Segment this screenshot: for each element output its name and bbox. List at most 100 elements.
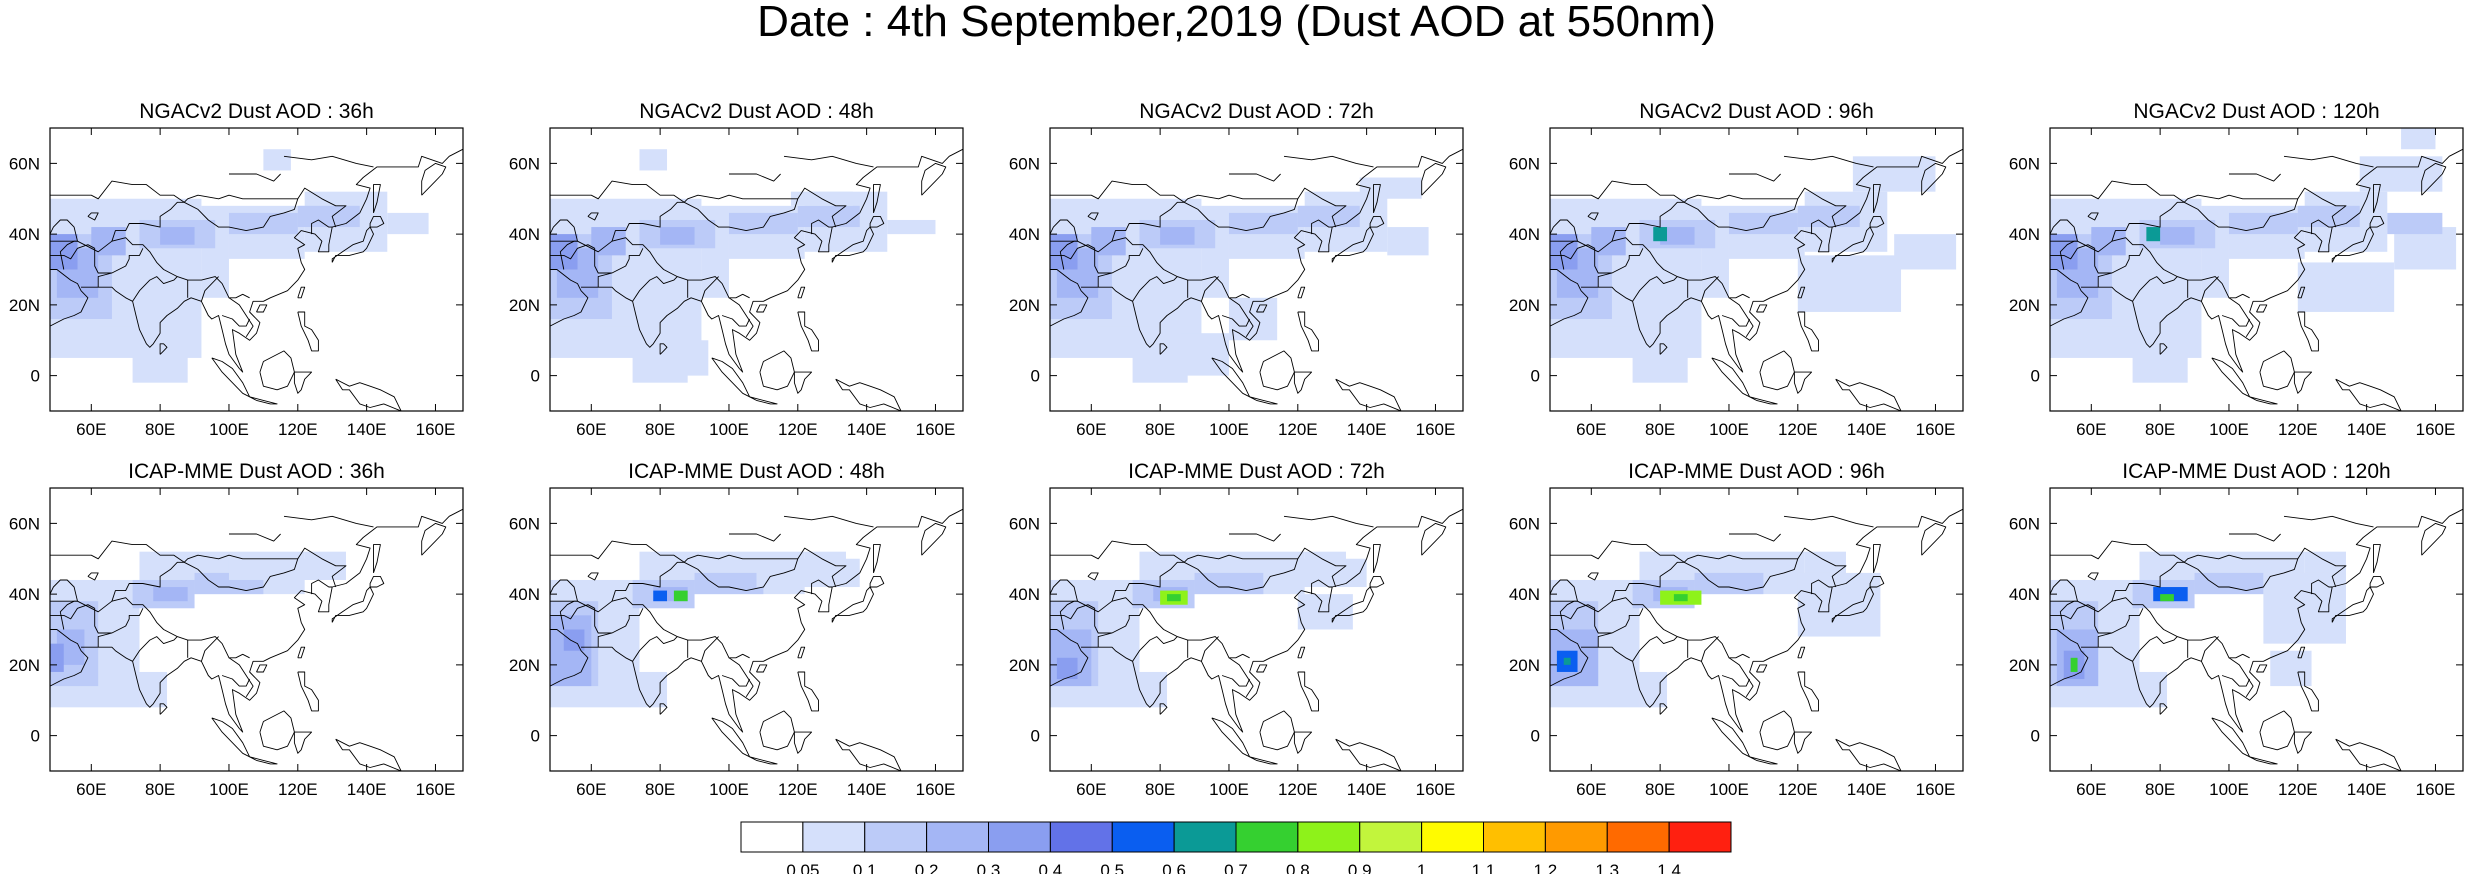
coastline xyxy=(1550,629,1589,687)
coastline xyxy=(729,173,781,182)
map-panel: ICAP-MME Dust AOD : 96h 60E 80E 100E 120E 140… xyxy=(1509,460,1964,799)
coastline xyxy=(1729,533,1781,542)
colorbar-label: 0.9 xyxy=(1348,861,1372,874)
y-tick-label: 0 xyxy=(31,367,40,386)
x-tick-label: 80E xyxy=(2145,420,2175,439)
coastline xyxy=(1797,286,1806,299)
dust-cell xyxy=(1167,594,1181,602)
coastline xyxy=(1835,378,1902,411)
coastline xyxy=(1587,212,1599,221)
coastline xyxy=(2311,579,2333,595)
dust-cell xyxy=(91,227,126,256)
coastline xyxy=(228,297,254,337)
dust-cell xyxy=(228,212,298,235)
panel-title: NGACv2 Dust AOD : 36h xyxy=(139,100,374,123)
coastline xyxy=(2132,636,2178,662)
y-tick-label: 40N xyxy=(509,225,540,244)
coastline xyxy=(1921,522,1947,556)
dust-cell xyxy=(50,234,78,270)
coastline xyxy=(721,315,751,327)
coastline xyxy=(1297,187,1347,228)
coastline xyxy=(683,554,799,592)
coastline xyxy=(283,515,374,528)
coastline xyxy=(797,547,847,588)
coastline xyxy=(1200,276,1219,302)
colorbar-segment xyxy=(802,821,866,853)
dust-field xyxy=(50,149,429,383)
coastline xyxy=(1597,272,1613,288)
x-tick-label: 80E xyxy=(1145,420,1175,439)
colorbar-segment xyxy=(1544,821,1608,853)
dust-cell xyxy=(1056,657,1078,680)
coastline xyxy=(2081,148,2463,373)
coastline xyxy=(728,657,754,697)
map-frame xyxy=(1049,487,1464,772)
coastline xyxy=(1229,533,1281,542)
map-frame xyxy=(1549,487,1964,772)
coastline xyxy=(700,636,719,662)
coastline xyxy=(1159,703,1168,715)
y-tick-label: 20N xyxy=(2009,296,2040,315)
coastline xyxy=(2311,219,2333,235)
coastline xyxy=(2297,671,2319,712)
x-tick-label: 60E xyxy=(576,420,606,439)
dust-cell xyxy=(887,219,936,235)
y-tick-label: 20N xyxy=(9,296,40,315)
x-tick-label: 60E xyxy=(2076,420,2106,439)
y-tick-label: 0 xyxy=(1531,367,1540,386)
dust-cell xyxy=(297,205,360,228)
coastline xyxy=(2050,540,2185,563)
coastline xyxy=(221,315,251,327)
coastline xyxy=(2421,522,2447,556)
coastline xyxy=(835,378,902,411)
dust-cell xyxy=(1050,234,1078,270)
coastline xyxy=(1097,632,1113,648)
y-tick-label: 60N xyxy=(1509,514,1540,533)
y-tick-label: 0 xyxy=(531,727,540,746)
coastline xyxy=(811,579,833,595)
colorbar-label: 1.2 xyxy=(1534,861,1558,874)
coastline xyxy=(97,272,113,288)
colorbar-label: 0.05 xyxy=(786,861,819,874)
map-frame xyxy=(2049,127,2464,412)
panel-title: ICAP-MME Dust AOD : 96h xyxy=(1628,460,1885,483)
y-tick-label: 20N xyxy=(2009,656,2040,675)
coastline xyxy=(700,276,719,302)
map-panel: ICAP-MME Dust AOD : 72h 60E 80E 100E 120E 140… xyxy=(1009,460,1464,799)
dust-cell xyxy=(1591,227,1626,256)
x-tick-label: 60E xyxy=(1076,420,1106,439)
dust-field xyxy=(550,551,860,708)
x-tick-label: 120E xyxy=(1778,420,1818,439)
x-tick-label: 120E xyxy=(2278,780,2318,799)
y-tick-label: 0 xyxy=(1031,367,1040,386)
coastline xyxy=(2094,608,2144,634)
coastline xyxy=(2087,212,2099,221)
coastline xyxy=(756,304,768,313)
coastline xyxy=(1050,540,1185,563)
coastline xyxy=(1831,586,1874,623)
coastline xyxy=(2297,187,2347,228)
coastline xyxy=(632,276,678,302)
coastline xyxy=(293,371,313,394)
coastline xyxy=(1728,297,1754,337)
coastline xyxy=(1550,180,1685,203)
map-panel: ICAP-MME Dust AOD : 48h 60E 80E 100E 120E 140… xyxy=(509,460,964,799)
coastline xyxy=(2228,297,2254,337)
coastlines xyxy=(50,148,463,411)
dust-cell xyxy=(2401,128,2436,150)
colorbar-label: 0.7 xyxy=(1224,861,1248,874)
coastline xyxy=(256,664,268,673)
coastline xyxy=(2050,244,2095,260)
coastline xyxy=(2094,248,2144,274)
dust-cell xyxy=(2201,205,2229,298)
colorbar-segment xyxy=(926,821,989,853)
coastline xyxy=(1297,646,1306,659)
coastline xyxy=(550,540,685,563)
colorbar-label: 1 xyxy=(1417,861,1426,874)
coastline xyxy=(1421,522,1447,556)
coastline xyxy=(550,579,578,630)
coastline xyxy=(2283,155,2374,168)
coastline xyxy=(373,184,381,214)
coastline xyxy=(1331,226,1374,263)
coastline xyxy=(50,180,185,203)
